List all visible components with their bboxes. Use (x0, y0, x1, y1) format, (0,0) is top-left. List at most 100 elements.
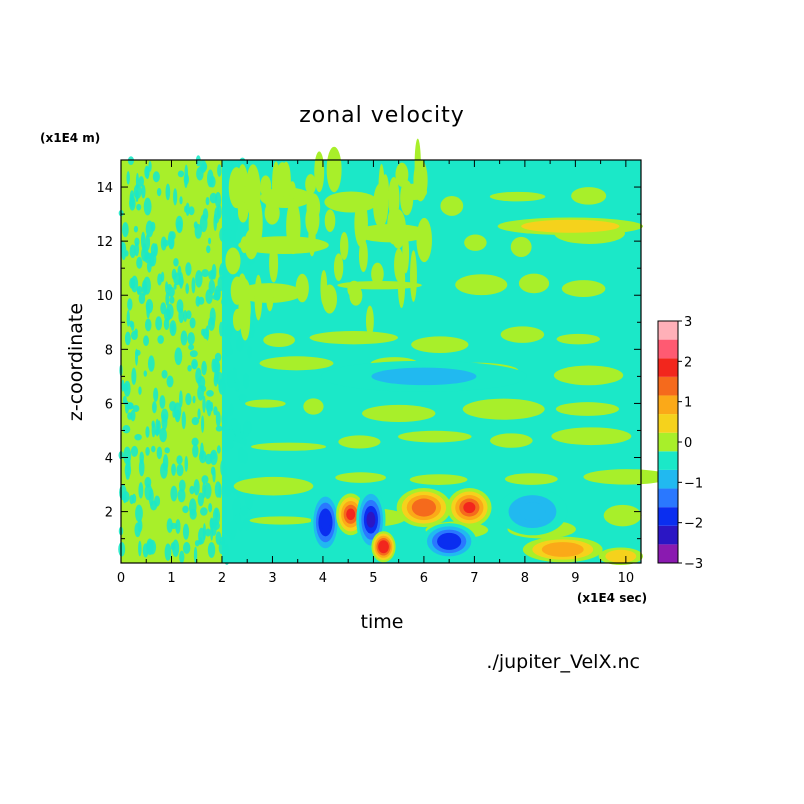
streak-cell (510, 236, 532, 257)
noise-cell (184, 455, 189, 472)
noise-cell (209, 307, 216, 326)
noise-cell (148, 161, 152, 172)
noise-cell (145, 234, 151, 251)
noise-cell (154, 495, 161, 507)
wisp-cell (240, 297, 251, 341)
noise-cell (240, 505, 249, 516)
y-axis-unit: (x1E4 m) (40, 131, 100, 145)
wisp-cell (358, 239, 368, 272)
noise-cell (155, 316, 163, 331)
wisp-cell (237, 201, 249, 223)
noise-cell (215, 531, 222, 545)
noise-cell (126, 309, 130, 327)
noise-cell (205, 400, 211, 412)
wisp-cell (305, 174, 317, 195)
noise-cell (201, 162, 208, 172)
noise-cell (175, 215, 184, 232)
noise-cell (191, 416, 200, 426)
noise-cell (183, 310, 188, 322)
noise-cell (223, 466, 227, 474)
colorbar: 3 2 1 0 −1 −2 −3 (657, 315, 703, 572)
noise-cell (191, 437, 199, 447)
noise-cell (176, 455, 183, 465)
wisp-cell (228, 167, 245, 209)
colorbar-level (658, 395, 678, 415)
streak-cell (583, 469, 671, 485)
streak-cell (259, 356, 334, 371)
wisp-cell (286, 199, 301, 255)
noise-cell (221, 411, 228, 427)
x-tick-label: 2 (218, 571, 226, 586)
noise-cell (225, 205, 232, 220)
noise-cell (122, 383, 129, 392)
noise-cell (225, 347, 233, 356)
noise-cell (175, 519, 181, 534)
noise-cell (177, 170, 185, 178)
noise-cell (176, 299, 184, 314)
colorbar-tick-label: 3 (684, 315, 692, 330)
noise-cell (128, 402, 134, 410)
noise-cell (237, 447, 245, 464)
noise-cell (176, 464, 184, 477)
noise-cell (138, 176, 144, 187)
noise-cell (138, 386, 142, 395)
noise-cell (189, 350, 198, 358)
colorbar-level (658, 488, 678, 508)
streak-cell (462, 398, 545, 420)
streak-cell (464, 234, 487, 251)
noise-cell (208, 279, 216, 294)
noise-cell (235, 428, 241, 443)
wisp-cell (254, 274, 263, 321)
noise-cell (203, 482, 212, 499)
noise-cell (160, 302, 167, 315)
noise-cell (225, 328, 229, 345)
streak-cell (500, 326, 545, 343)
wisp-cell (378, 164, 385, 218)
noise-cell (156, 446, 163, 460)
noise-cell (143, 335, 149, 347)
field-streaks (225, 138, 671, 539)
noise-cell (195, 270, 203, 288)
wisp-cell (410, 250, 417, 302)
noise-cell (208, 503, 213, 513)
noise-cell (207, 169, 214, 188)
noise-cell (193, 479, 200, 496)
colorbar-level (658, 432, 678, 452)
noise-cell (157, 273, 162, 286)
noise-cell (135, 349, 141, 356)
noise-cell (201, 415, 205, 433)
noise-cell (133, 184, 142, 199)
noise-cell (136, 256, 143, 269)
colorbar-tick-label: −1 (684, 476, 703, 491)
streak-cell (551, 427, 632, 446)
noise-cell (184, 205, 188, 213)
colorbar-level (658, 376, 678, 396)
noise-cell (145, 167, 150, 180)
noise-cell (222, 196, 231, 209)
noise-cell (171, 268, 177, 280)
noise-cell (205, 453, 213, 465)
noise-cell (194, 540, 200, 547)
noise-cell (174, 347, 183, 366)
noise-cell (235, 379, 239, 391)
streak-cell (335, 472, 386, 483)
noise-cell (166, 303, 174, 320)
noise-cell (182, 541, 191, 554)
noise-cell (179, 550, 185, 564)
streak-cell (440, 196, 464, 216)
plot-frame (120, 159, 642, 564)
wisp-cell (324, 209, 336, 232)
noise-cell (202, 395, 206, 413)
noise-cell (138, 540, 142, 557)
noise-cell (122, 424, 131, 434)
noise-cell (160, 462, 168, 479)
noise-cell (145, 426, 150, 438)
wisp-cell (264, 187, 272, 209)
noise-cell (218, 483, 222, 499)
noise-cell (185, 283, 189, 294)
noise-cell (171, 463, 176, 476)
noise-cell (227, 407, 232, 417)
noise-cell (146, 260, 152, 273)
noise-cell (159, 395, 166, 409)
